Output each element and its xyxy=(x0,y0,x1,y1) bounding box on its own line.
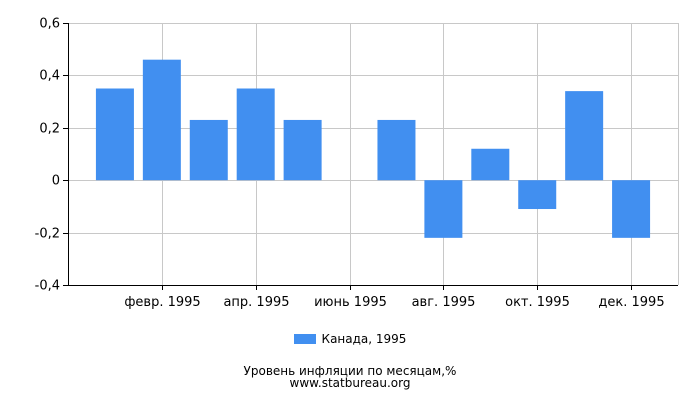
chart-title: Уровень инфляции по месяцам,% xyxy=(243,364,457,378)
bar xyxy=(189,119,228,181)
bar xyxy=(236,88,275,181)
y-tick-label: 0,6 xyxy=(39,17,60,32)
x-tick-label: февр. 1995 xyxy=(124,295,200,310)
legend-label: Канада, 1995 xyxy=(321,332,407,346)
legend-swatch xyxy=(293,334,316,344)
bar xyxy=(518,180,557,210)
y-tick-label: -0,2 xyxy=(35,227,60,242)
x-tick-label: авг. 1995 xyxy=(412,295,476,310)
chart-source: www.statbureau.org xyxy=(289,376,411,390)
x-tick-label: окт. 1995 xyxy=(505,295,570,310)
x-tick-label: апр. 1995 xyxy=(223,295,289,310)
legend: Канада, 1995 xyxy=(0,332,700,346)
y-tick-label: 0,4 xyxy=(39,69,60,84)
y-tick-label: -0,4 xyxy=(35,279,60,294)
bar xyxy=(424,180,463,238)
x-tick-label: июнь 1995 xyxy=(314,295,387,310)
bar xyxy=(142,59,181,181)
bar xyxy=(471,148,510,181)
bar xyxy=(565,91,604,181)
y-tick-label: 0,2 xyxy=(39,122,60,137)
bar xyxy=(283,119,322,181)
bar xyxy=(612,180,651,238)
bar xyxy=(377,119,416,181)
y-tick-label: 0 xyxy=(52,174,60,189)
bar xyxy=(95,88,134,181)
x-tick-label: дек. 1995 xyxy=(598,295,664,310)
